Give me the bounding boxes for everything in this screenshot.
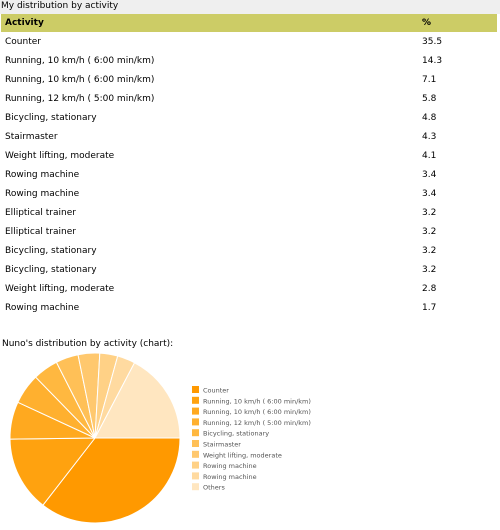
row-percent: 14.3 bbox=[422, 56, 443, 66]
legend-label: Running, 10 km/h ( 6:00 min/km) bbox=[203, 397, 311, 405]
table-row: Weight lifting, moderate 4.1 bbox=[1, 147, 497, 166]
legend-label: Running, 12 km/h ( 5:00 min/km) bbox=[203, 419, 311, 427]
row-percent: 7.1 bbox=[422, 75, 437, 85]
row-activity: Stairmaster bbox=[5, 132, 58, 142]
legend-swatch bbox=[192, 429, 199, 437]
legend-swatch bbox=[192, 440, 199, 447]
pie-slice bbox=[9, 437, 97, 506]
table-row: Weight lifting, moderate 2.8 bbox=[1, 280, 497, 299]
table-row: Stairmaster 4.3 bbox=[1, 128, 497, 147]
row-activity: Weight lifting, moderate bbox=[5, 151, 115, 161]
table-row: Elliptical trainer 3.2 bbox=[1, 223, 497, 242]
row-percent: 3.4 bbox=[422, 170, 437, 180]
table-row: Running, 12 km/h ( 5:00 min/km) 5.8 bbox=[1, 90, 497, 109]
header-activity: Activity bbox=[5, 18, 44, 28]
legend-swatch bbox=[192, 461, 199, 469]
row-percent: 4.8 bbox=[422, 113, 437, 123]
row-percent: 5.8 bbox=[422, 94, 437, 104]
table-row: Running, 10 km/h ( 6:00 min/km) 7.1 bbox=[1, 71, 497, 90]
activity-table: Counter 35.5 Running, 10 km/h ( 6:00 min/… bbox=[1, 33, 497, 318]
legend-swatch bbox=[192, 396, 199, 404]
row-percent: 4.1 bbox=[422, 151, 437, 161]
row-activity: Running, 12 km/h ( 5:00 min/km) bbox=[5, 94, 155, 104]
table-row: Rowing machine 1.7 bbox=[1, 299, 497, 318]
row-percent: 3.2 bbox=[422, 265, 437, 275]
legend-swatch bbox=[192, 483, 199, 491]
table-row: Elliptical trainer 3.2 bbox=[1, 204, 497, 223]
legend-label: Rowing machine bbox=[203, 462, 257, 470]
section-title: My distribution by activity bbox=[0, 0, 500, 14]
pie-slice bbox=[42, 437, 181, 524]
legend-label: Running, 10 km/h ( 6:00 min/km) bbox=[203, 408, 311, 416]
legend-label: Others bbox=[203, 484, 225, 492]
row-percent: 4.3 bbox=[422, 132, 437, 142]
row-percent: 3.4 bbox=[422, 189, 437, 199]
legend-swatch bbox=[192, 472, 199, 480]
row-percent: 3.2 bbox=[422, 246, 437, 256]
legend-label: Bicycling, stationary bbox=[203, 430, 269, 438]
row-activity: Counter bbox=[5, 37, 41, 47]
row-activity: Bicycling, stationary bbox=[5, 113, 97, 123]
row-activity: Rowing machine bbox=[5, 189, 80, 199]
table-row: Running, 10 km/h ( 6:00 min/km) 14.3 bbox=[1, 52, 497, 71]
table-row: Rowing machine 3.4 bbox=[1, 185, 497, 204]
legend-swatch bbox=[192, 386, 199, 393]
row-activity: Rowing machine bbox=[5, 170, 80, 180]
pie-chart: Counter Running, 10 km/h ( 6:00 min/km) Ru… bbox=[9, 352, 311, 524]
legend-label: Counter bbox=[203, 387, 229, 395]
row-activity: Elliptical trainer bbox=[5, 208, 76, 218]
row-percent: 2.8 bbox=[422, 284, 437, 294]
table-row: Counter 35.5 bbox=[1, 33, 497, 52]
legend-swatch bbox=[192, 418, 199, 426]
legend-label: Rowing machine bbox=[203, 473, 257, 481]
row-percent: 3.2 bbox=[422, 208, 437, 218]
legend-swatch bbox=[192, 407, 199, 415]
pie-slice bbox=[94, 362, 181, 439]
row-activity: Bicycling, stationary bbox=[5, 246, 97, 256]
row-activity: Rowing machine bbox=[5, 303, 80, 313]
table-row: Bicycling, stationary 3.2 bbox=[1, 261, 497, 280]
row-percent: 1.7 bbox=[422, 303, 437, 313]
row-activity: Elliptical trainer bbox=[5, 227, 76, 237]
table-header: Activity % bbox=[1, 14, 497, 32]
table-row: Rowing machine 3.4 bbox=[1, 166, 497, 185]
legend-label: Weight lifting, moderate bbox=[203, 451, 282, 459]
row-percent: 35.5 bbox=[422, 37, 443, 47]
legend-label: Stairmaster bbox=[203, 441, 241, 449]
row-activity: Bicycling, stationary bbox=[5, 265, 97, 275]
row-activity: Running, 10 km/h ( 6:00 min/km) bbox=[5, 75, 155, 85]
header-percent: % bbox=[422, 18, 432, 28]
legend-swatch bbox=[192, 450, 199, 458]
table-row: Bicycling, stationary 3.2 bbox=[1, 242, 497, 261]
row-activity: Running, 10 km/h ( 6:00 min/km) bbox=[5, 56, 155, 66]
row-percent: 3.2 bbox=[422, 227, 437, 237]
chart-title: Nuno's distribution by activity (chart): bbox=[2, 339, 174, 349]
row-activity: Weight lifting, moderate bbox=[5, 284, 115, 294]
table-row: Bicycling, stationary 4.8 bbox=[1, 109, 497, 128]
